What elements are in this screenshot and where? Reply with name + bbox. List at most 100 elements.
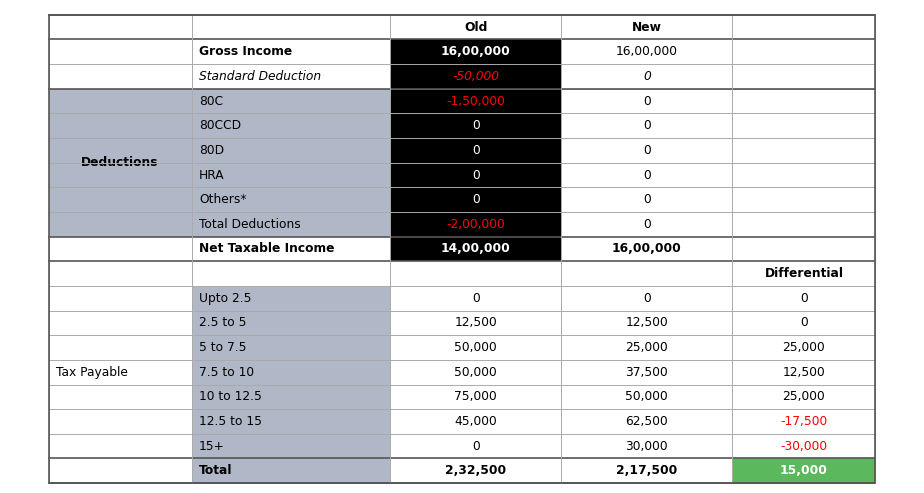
FancyBboxPatch shape (48, 458, 192, 483)
Text: Total Deductions: Total Deductions (200, 218, 301, 231)
FancyBboxPatch shape (48, 15, 192, 39)
FancyBboxPatch shape (390, 89, 561, 113)
Text: 80CCD: 80CCD (200, 119, 241, 132)
FancyBboxPatch shape (561, 113, 732, 138)
Text: 2,32,500: 2,32,500 (445, 464, 506, 477)
FancyBboxPatch shape (390, 261, 561, 286)
FancyBboxPatch shape (732, 89, 876, 113)
FancyBboxPatch shape (732, 212, 876, 237)
Text: Net Taxable Income: Net Taxable Income (200, 243, 334, 255)
FancyBboxPatch shape (561, 385, 732, 409)
FancyBboxPatch shape (561, 311, 732, 335)
FancyBboxPatch shape (390, 311, 561, 335)
Text: 0: 0 (643, 95, 650, 107)
FancyBboxPatch shape (192, 434, 390, 458)
Text: -17,500: -17,500 (780, 415, 828, 428)
Text: Others*: Others* (200, 193, 247, 206)
FancyBboxPatch shape (48, 163, 192, 187)
Text: HRA: HRA (200, 169, 225, 181)
Text: -1,50,000: -1,50,000 (446, 95, 505, 107)
FancyBboxPatch shape (390, 15, 561, 39)
Text: Differential: Differential (764, 267, 844, 280)
FancyBboxPatch shape (192, 15, 390, 39)
FancyBboxPatch shape (561, 39, 732, 64)
FancyBboxPatch shape (390, 138, 561, 163)
Text: 12,500: 12,500 (783, 366, 825, 379)
FancyBboxPatch shape (192, 261, 390, 286)
FancyBboxPatch shape (48, 89, 192, 113)
FancyBboxPatch shape (732, 39, 876, 64)
FancyBboxPatch shape (48, 360, 192, 385)
FancyBboxPatch shape (561, 409, 732, 434)
FancyBboxPatch shape (732, 360, 876, 385)
FancyBboxPatch shape (390, 434, 561, 458)
FancyBboxPatch shape (561, 237, 732, 261)
Text: 0: 0 (643, 144, 650, 157)
FancyBboxPatch shape (192, 39, 390, 64)
FancyBboxPatch shape (390, 64, 561, 89)
FancyBboxPatch shape (48, 311, 192, 335)
FancyBboxPatch shape (192, 163, 390, 187)
Text: 80D: 80D (200, 144, 225, 157)
FancyBboxPatch shape (561, 163, 732, 187)
Text: 5 to 7.5: 5 to 7.5 (200, 341, 247, 354)
Text: 0: 0 (643, 119, 650, 132)
Text: 37,500: 37,500 (626, 366, 668, 379)
FancyBboxPatch shape (390, 187, 561, 212)
Text: Standard Deduction: Standard Deduction (200, 70, 322, 83)
Text: 15+: 15+ (200, 440, 225, 453)
FancyBboxPatch shape (48, 335, 192, 360)
Text: 45,000: 45,000 (455, 415, 497, 428)
FancyBboxPatch shape (390, 409, 561, 434)
Text: 0: 0 (643, 193, 650, 206)
FancyBboxPatch shape (390, 163, 561, 187)
FancyBboxPatch shape (390, 335, 561, 360)
Text: 2,17,500: 2,17,500 (616, 464, 677, 477)
Text: 7.5 to 10: 7.5 to 10 (200, 366, 254, 379)
Text: 12,500: 12,500 (626, 317, 668, 329)
FancyBboxPatch shape (390, 113, 561, 138)
FancyBboxPatch shape (192, 335, 390, 360)
Text: -50,000: -50,000 (453, 70, 499, 83)
Text: 0: 0 (643, 218, 650, 231)
FancyBboxPatch shape (732, 385, 876, 409)
FancyBboxPatch shape (48, 409, 192, 434)
Text: 80C: 80C (200, 95, 224, 107)
FancyBboxPatch shape (192, 187, 390, 212)
Text: 16,00,000: 16,00,000 (615, 45, 678, 58)
Text: 25,000: 25,000 (626, 341, 668, 354)
FancyBboxPatch shape (561, 434, 732, 458)
FancyBboxPatch shape (48, 113, 192, 138)
FancyBboxPatch shape (48, 286, 192, 458)
Text: 0: 0 (472, 292, 480, 305)
FancyBboxPatch shape (732, 138, 876, 163)
Text: 0: 0 (472, 440, 480, 453)
Text: 15,000: 15,000 (780, 464, 828, 477)
FancyBboxPatch shape (192, 458, 390, 483)
Text: Upto 2.5: Upto 2.5 (200, 292, 251, 305)
FancyBboxPatch shape (192, 409, 390, 434)
Text: -2,00,000: -2,00,000 (446, 218, 505, 231)
FancyBboxPatch shape (561, 89, 732, 113)
FancyBboxPatch shape (48, 64, 192, 89)
Text: 0: 0 (800, 317, 808, 329)
Text: 12.5 to 15: 12.5 to 15 (200, 415, 262, 428)
Text: 25,000: 25,000 (783, 390, 825, 403)
FancyBboxPatch shape (390, 212, 561, 237)
Text: 0: 0 (643, 169, 650, 181)
FancyBboxPatch shape (192, 286, 390, 311)
FancyBboxPatch shape (732, 187, 876, 212)
FancyBboxPatch shape (732, 163, 876, 187)
FancyBboxPatch shape (732, 434, 876, 458)
Text: 2.5 to 5: 2.5 to 5 (200, 317, 247, 329)
Text: 12,500: 12,500 (455, 317, 497, 329)
FancyBboxPatch shape (561, 15, 732, 39)
FancyBboxPatch shape (48, 385, 192, 409)
Text: 25,000: 25,000 (783, 341, 825, 354)
FancyBboxPatch shape (192, 311, 390, 335)
FancyBboxPatch shape (48, 138, 192, 163)
FancyBboxPatch shape (732, 237, 876, 261)
FancyBboxPatch shape (732, 286, 876, 311)
FancyBboxPatch shape (192, 138, 390, 163)
FancyBboxPatch shape (48, 212, 192, 237)
